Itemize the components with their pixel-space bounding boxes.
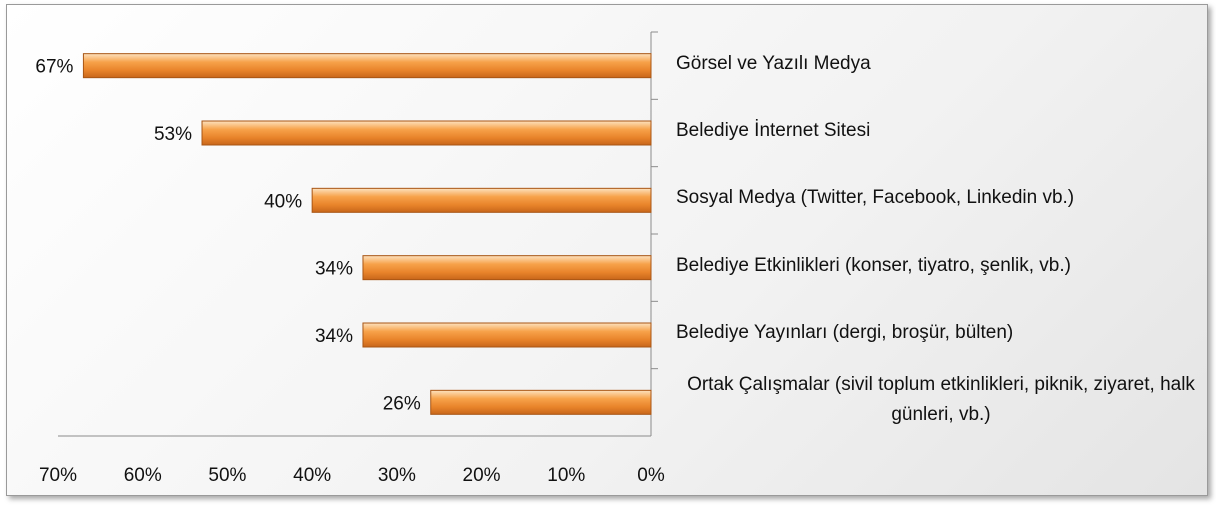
category-label: Ortak Çalışmalar (sivil toplum etkinlikl… — [687, 374, 1195, 426]
value-label: 34% — [315, 259, 353, 280]
bar — [311, 187, 652, 213]
value-label: 67% — [35, 57, 73, 78]
category-label: Belediye Yayınları (dergi, broşür, bülte… — [676, 322, 1014, 343]
category-label: Belediye İnternet Sitesi — [676, 120, 871, 141]
x-tick-label: 10% — [547, 465, 585, 486]
x-tick-label: 0% — [637, 465, 665, 486]
category-label: Sosyal Medya (Twitter, Facebook, Linkedi… — [676, 187, 1075, 209]
x-tick-label: 60% — [124, 465, 162, 486]
value-label: 53% — [154, 124, 192, 145]
x-tick-label: 70% — [39, 465, 77, 486]
category-label: Belediye Etkinlikleri (konser, tiyatro, … — [676, 254, 1071, 276]
x-tick-label: 40% — [293, 465, 331, 486]
category-label: Görsel ve Yazılı Medya — [676, 52, 871, 74]
value-label: 26% — [383, 393, 421, 414]
bar — [362, 255, 652, 281]
bar — [430, 389, 652, 415]
bar — [82, 53, 652, 79]
x-tick-label: 20% — [463, 465, 501, 486]
x-tick-label: 50% — [208, 465, 246, 486]
bar — [201, 120, 652, 146]
value-label: 40% — [264, 191, 302, 212]
value-label: 34% — [315, 326, 353, 347]
x-tick-label: 30% — [378, 465, 416, 486]
bar — [362, 322, 652, 348]
